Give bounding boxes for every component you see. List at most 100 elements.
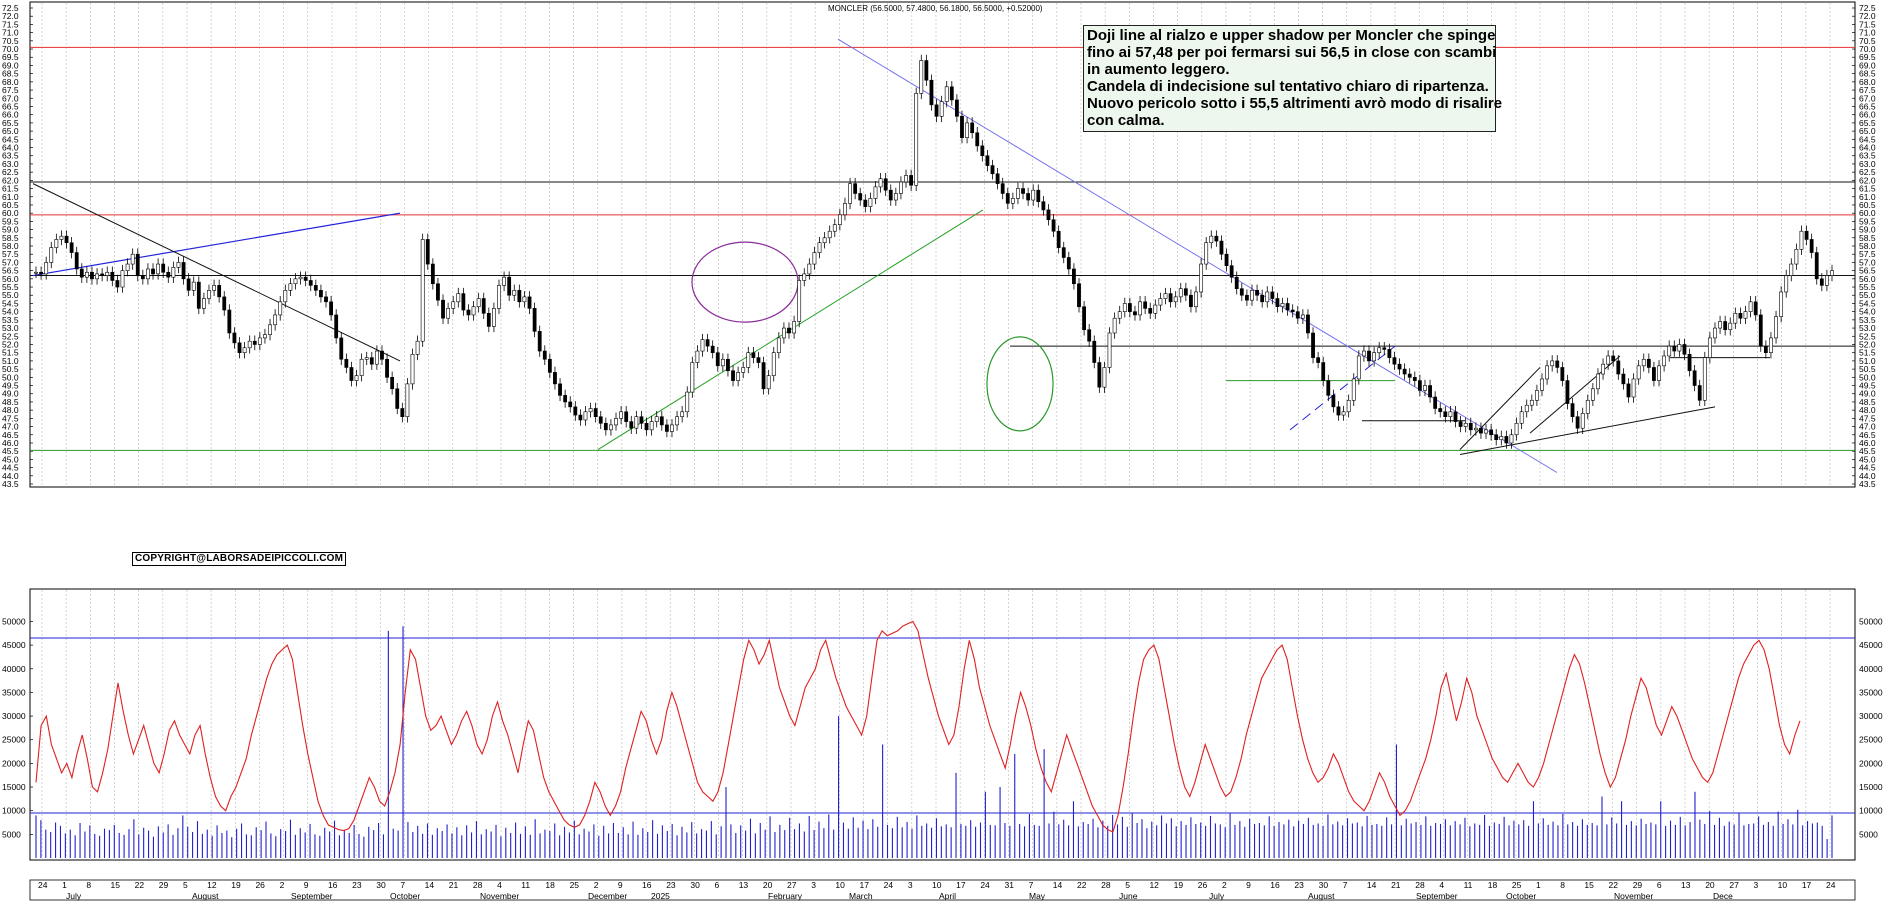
candle-body bbox=[1560, 367, 1565, 381]
candle-body bbox=[1596, 373, 1600, 390]
y-tick-label: 69.5 bbox=[2, 52, 19, 62]
y-tick-label: 44.0 bbox=[2, 471, 19, 481]
candle-body bbox=[1707, 337, 1712, 358]
candle-body bbox=[1056, 230, 1061, 248]
y-tick-label: 54.5 bbox=[1859, 298, 1876, 308]
y-tick-label: 53.5 bbox=[2, 315, 19, 325]
candle-body bbox=[1163, 293, 1168, 299]
candle-body bbox=[609, 424, 613, 431]
candle-body bbox=[1423, 385, 1427, 391]
candle-body bbox=[1077, 283, 1081, 308]
candle-body bbox=[904, 175, 908, 183]
y-tick-label: 58.5 bbox=[1859, 233, 1876, 243]
month-label: October bbox=[390, 891, 420, 901]
y-tick-label: 62.5 bbox=[1859, 167, 1876, 177]
candle-body bbox=[807, 263, 812, 275]
candle-body bbox=[1066, 257, 1071, 270]
x-tick-label: 25 bbox=[570, 880, 580, 890]
candle-body bbox=[975, 132, 980, 147]
candle-body bbox=[1779, 291, 1784, 317]
candle-body bbox=[385, 358, 389, 378]
annotation-box: Doji line al rialzo e upper shadow per M… bbox=[1083, 25, 1502, 132]
y-tick-label: 60.5 bbox=[2, 200, 19, 210]
candle-body bbox=[792, 321, 796, 334]
candle-body bbox=[741, 367, 746, 373]
y-tick-label: 50.5 bbox=[1859, 364, 1876, 374]
candle-body bbox=[1636, 365, 1641, 380]
y-tick-label: 71.0 bbox=[2, 28, 19, 38]
candle-body bbox=[949, 86, 954, 101]
candle-body bbox=[939, 101, 944, 117]
y-tick-label: 66.0 bbox=[2, 110, 19, 120]
y-tick-label: 30000 bbox=[2, 711, 26, 721]
candle-body bbox=[1082, 306, 1086, 331]
candle-body bbox=[919, 60, 924, 94]
y-tick-label: 59.5 bbox=[1859, 216, 1876, 226]
y-tick-label: 35000 bbox=[2, 687, 26, 697]
candle-body bbox=[1158, 298, 1163, 306]
x-tick-label: 9 bbox=[618, 880, 623, 890]
candle-body bbox=[166, 271, 171, 278]
candle-body bbox=[629, 421, 634, 429]
candle-body bbox=[1473, 427, 1478, 431]
x-tick-label: 17 bbox=[956, 880, 966, 890]
candle-body bbox=[1051, 219, 1056, 232]
y-tick-label: 5000 bbox=[1859, 829, 1878, 839]
y-tick-label: 54.0 bbox=[1859, 307, 1876, 317]
month-label: October bbox=[1506, 891, 1536, 901]
candle-body bbox=[1117, 311, 1122, 319]
candle-body bbox=[843, 203, 847, 216]
x-tick-label: 28 bbox=[1101, 880, 1111, 890]
candle-body bbox=[451, 301, 456, 309]
x-tick-label: 22 bbox=[135, 880, 145, 890]
x-tick-label: 30 bbox=[376, 880, 386, 890]
candle-body bbox=[222, 296, 227, 311]
candle-body bbox=[1702, 357, 1707, 401]
y-tick-label: 56.5 bbox=[2, 266, 19, 276]
x-tick-label: 15 bbox=[1584, 880, 1594, 890]
y-tick-label: 50000 bbox=[2, 616, 26, 626]
candle-body bbox=[1524, 404, 1529, 413]
candle-body bbox=[217, 285, 222, 298]
candle-body bbox=[49, 247, 54, 263]
y-tick-label: 57.5 bbox=[1859, 249, 1876, 259]
candle-body bbox=[257, 337, 262, 345]
candle-body bbox=[1097, 362, 1102, 388]
candle-body bbox=[1295, 311, 1300, 319]
month-label: September bbox=[291, 891, 333, 901]
highlight-ellipse bbox=[691, 241, 799, 323]
candle-body bbox=[207, 290, 211, 299]
y-tick-label: 57.0 bbox=[2, 257, 19, 267]
candle-body bbox=[1662, 355, 1667, 367]
y-tick-label: 71.0 bbox=[1859, 28, 1876, 38]
candle-body bbox=[156, 263, 161, 275]
y-tick-label: 49.5 bbox=[1859, 381, 1876, 391]
candle-body bbox=[1031, 189, 1036, 201]
month-label: March bbox=[849, 891, 873, 901]
candle-body bbox=[563, 395, 568, 403]
candle-body bbox=[1433, 396, 1438, 409]
candle-body bbox=[334, 314, 339, 339]
candle-body bbox=[1728, 322, 1733, 331]
candle-body bbox=[1514, 422, 1519, 436]
candle-body bbox=[1148, 308, 1153, 314]
candle-body bbox=[888, 189, 893, 201]
x-tick-label: 24 bbox=[980, 880, 990, 890]
x-tick-label: 8 bbox=[1560, 880, 1565, 890]
y-tick-label: 35000 bbox=[1859, 687, 1883, 697]
candle-body bbox=[201, 298, 206, 309]
y-tick-label: 46.5 bbox=[2, 430, 19, 440]
candle-body bbox=[670, 424, 674, 432]
candle-body bbox=[853, 183, 858, 194]
y-tick-label: 56.0 bbox=[1859, 274, 1876, 284]
candle-body bbox=[1412, 377, 1417, 381]
candle-body bbox=[1580, 413, 1585, 429]
y-tick-label: 62.5 bbox=[2, 167, 19, 177]
candle-body bbox=[1585, 399, 1590, 414]
candle-body bbox=[176, 262, 181, 268]
candle-body bbox=[115, 280, 120, 288]
candle-body bbox=[1178, 288, 1183, 298]
candle-body bbox=[369, 357, 374, 365]
candle-body bbox=[1652, 367, 1656, 381]
candle-body bbox=[34, 271, 38, 274]
